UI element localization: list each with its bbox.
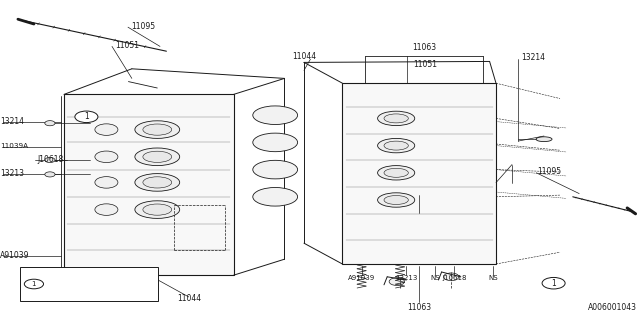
Text: (9606-      ): (9606- ) bbox=[103, 289, 143, 296]
Text: A91039: A91039 bbox=[348, 275, 375, 281]
Text: J10618: J10618 bbox=[442, 275, 467, 281]
Text: A91039: A91039 bbox=[0, 251, 29, 260]
Text: 13214: 13214 bbox=[0, 117, 24, 126]
Text: 1: 1 bbox=[551, 279, 556, 288]
Ellipse shape bbox=[143, 204, 172, 215]
Text: 11039A: 11039A bbox=[0, 143, 28, 148]
Ellipse shape bbox=[253, 188, 298, 206]
Text: 13213: 13213 bbox=[0, 169, 24, 178]
Text: 11095: 11095 bbox=[131, 22, 156, 31]
Ellipse shape bbox=[253, 160, 298, 179]
Ellipse shape bbox=[378, 138, 415, 153]
Text: 1: 1 bbox=[31, 281, 36, 287]
Ellipse shape bbox=[135, 148, 180, 166]
Ellipse shape bbox=[143, 151, 172, 163]
Circle shape bbox=[45, 121, 55, 126]
Text: 11044: 11044 bbox=[177, 294, 201, 303]
Text: 11095: 11095 bbox=[538, 167, 562, 176]
Text: NS: NS bbox=[430, 275, 440, 281]
Text: 1: 1 bbox=[84, 112, 89, 121]
Circle shape bbox=[24, 279, 44, 289]
Circle shape bbox=[45, 172, 55, 177]
Ellipse shape bbox=[253, 106, 298, 124]
Text: J10618: J10618 bbox=[37, 155, 63, 164]
Text: 11044: 11044 bbox=[292, 52, 316, 61]
Ellipse shape bbox=[384, 196, 408, 204]
Text: 11051: 11051 bbox=[115, 41, 140, 50]
Bar bbox=[342, 83, 496, 264]
Circle shape bbox=[95, 151, 118, 163]
Bar bbox=[64, 94, 234, 275]
Ellipse shape bbox=[143, 177, 172, 188]
Ellipse shape bbox=[536, 137, 552, 141]
Ellipse shape bbox=[378, 166, 415, 180]
Circle shape bbox=[95, 124, 118, 135]
Ellipse shape bbox=[135, 121, 180, 139]
Ellipse shape bbox=[384, 141, 408, 150]
Bar bbox=[20, 267, 158, 301]
Circle shape bbox=[542, 277, 565, 289]
Circle shape bbox=[75, 111, 98, 123]
Ellipse shape bbox=[378, 111, 415, 125]
Ellipse shape bbox=[135, 201, 180, 218]
Text: 13214: 13214 bbox=[522, 53, 545, 62]
Circle shape bbox=[95, 177, 118, 188]
Ellipse shape bbox=[135, 173, 180, 191]
Ellipse shape bbox=[378, 193, 415, 207]
Text: 11063: 11063 bbox=[407, 303, 431, 312]
Text: J10618: J10618 bbox=[54, 271, 81, 280]
Text: 10993: 10993 bbox=[55, 288, 79, 297]
Circle shape bbox=[95, 204, 118, 215]
Text: 13213: 13213 bbox=[396, 275, 417, 281]
Circle shape bbox=[389, 278, 404, 285]
Text: NS: NS bbox=[488, 275, 498, 281]
Ellipse shape bbox=[384, 114, 408, 123]
Ellipse shape bbox=[143, 124, 172, 135]
Circle shape bbox=[444, 273, 459, 281]
Ellipse shape bbox=[253, 133, 298, 152]
Text: 11063: 11063 bbox=[412, 43, 436, 52]
Ellipse shape bbox=[384, 168, 408, 177]
Text: (      -9605): ( -9605) bbox=[103, 272, 143, 279]
Text: 11051: 11051 bbox=[413, 60, 437, 68]
Circle shape bbox=[45, 157, 55, 163]
Text: A006001043: A006001043 bbox=[588, 303, 637, 312]
